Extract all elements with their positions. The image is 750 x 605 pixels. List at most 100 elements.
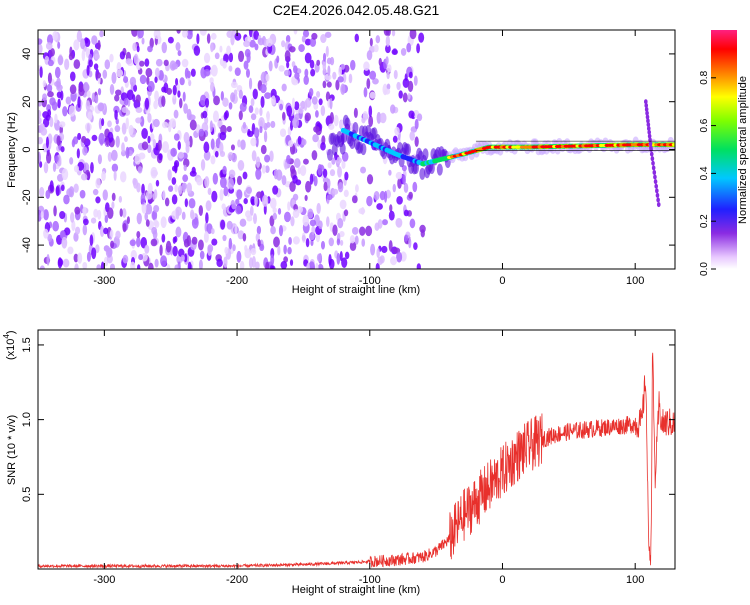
noise-blob	[47, 59, 54, 67]
noise-blob	[64, 58, 70, 71]
noise-blob	[231, 152, 237, 163]
noise-blob	[175, 42, 181, 51]
noise-blob	[80, 173, 88, 181]
noise-blob	[322, 80, 327, 89]
noise-blob	[392, 135, 398, 143]
noise-blob	[341, 257, 348, 268]
noise-blob	[135, 236, 141, 248]
noise-blob	[327, 178, 331, 189]
noise-blob	[60, 146, 65, 153]
noise-blob	[97, 39, 101, 51]
noise-blob	[324, 31, 332, 38]
noise-blob	[122, 222, 127, 233]
noise-blob	[38, 209, 42, 222]
noise-blob	[384, 190, 388, 203]
noise-blob	[95, 177, 101, 189]
noise-blob	[226, 125, 232, 133]
noise-blob	[309, 37, 317, 48]
noise-blob	[401, 165, 407, 172]
noise-blob	[339, 119, 345, 130]
y-tick-label: 40	[21, 48, 33, 60]
noise-blob	[340, 83, 346, 95]
x-tick-label: -200	[226, 574, 248, 586]
noise-blob	[414, 118, 419, 130]
noise-blob	[280, 261, 288, 269]
noise-blob	[416, 43, 421, 54]
noise-blob	[147, 262, 154, 269]
noise-blob	[408, 237, 412, 249]
noise-blob	[224, 246, 229, 255]
noise-blob	[151, 210, 158, 221]
noise-blob	[332, 188, 339, 195]
noise-blob	[413, 75, 418, 86]
noise-blob	[255, 168, 262, 180]
noise-blob	[179, 77, 185, 86]
noise-blob	[40, 211, 44, 219]
noise-blob	[249, 205, 254, 217]
noise-blob	[288, 140, 294, 148]
noise-blob	[408, 71, 413, 79]
noise-blob	[265, 165, 270, 174]
noise-blob	[284, 50, 291, 61]
snr-series-line	[38, 352, 675, 569]
noise-blob	[134, 153, 142, 165]
noise-blob	[129, 239, 136, 247]
noise-blob	[121, 122, 127, 135]
noise-blob	[147, 182, 153, 194]
noise-blob	[337, 182, 344, 193]
figure-title: C2E4.2026.042.05.48.G21	[273, 2, 440, 18]
noise-blob	[343, 189, 349, 198]
noise-blob	[95, 72, 102, 79]
noise-blob	[119, 171, 127, 183]
noise-blob	[402, 174, 406, 185]
noise-blob	[391, 30, 396, 37]
noise-blob	[86, 123, 90, 134]
noise-blob	[79, 189, 86, 199]
y-tick-label: 0.5	[21, 487, 33, 502]
noise-blob	[272, 207, 277, 214]
noise-blob	[122, 208, 127, 218]
noise-blob	[73, 39, 80, 51]
noise-blob	[172, 245, 178, 257]
noise-blob	[73, 165, 80, 173]
noise-blob	[255, 156, 261, 169]
noise-blob	[46, 254, 50, 266]
noise-blob	[188, 79, 192, 87]
noise-blob	[237, 160, 245, 171]
noise-blob	[199, 250, 205, 260]
noise-blob	[43, 161, 49, 174]
y-tick-label: -20	[21, 189, 33, 205]
noise-blob	[265, 261, 270, 269]
noise-blob	[281, 40, 286, 48]
noise-blob	[109, 229, 114, 238]
noise-blob	[161, 95, 166, 107]
noise-blob	[107, 207, 114, 219]
noise-blob	[38, 109, 42, 118]
noise-blob	[403, 182, 409, 193]
noise-blob	[344, 251, 350, 260]
noise-blob	[303, 75, 309, 85]
noise-blob	[190, 209, 195, 220]
noise-blob	[159, 244, 163, 256]
tail-blob	[653, 179, 658, 185]
noise-blob	[88, 59, 93, 68]
noise-blob	[242, 171, 248, 180]
noise-blob	[186, 70, 191, 79]
noise-blob	[393, 69, 398, 80]
noise-blob	[299, 165, 307, 177]
noise-blob	[292, 174, 298, 184]
noise-blob	[307, 208, 314, 219]
noise-blob	[59, 121, 66, 128]
noise-blob	[97, 88, 102, 96]
y-tick-label: 0	[21, 146, 33, 152]
noise-blob	[366, 78, 371, 90]
noise-blob	[161, 86, 167, 93]
noise-blob	[406, 42, 412, 53]
noise-blob	[52, 162, 57, 172]
tail-blob	[645, 114, 650, 120]
noise-blob	[46, 151, 52, 164]
noise-blob	[277, 245, 281, 256]
noise-blob	[45, 189, 51, 200]
noise-blob	[363, 87, 368, 98]
noise-blob	[100, 261, 105, 269]
